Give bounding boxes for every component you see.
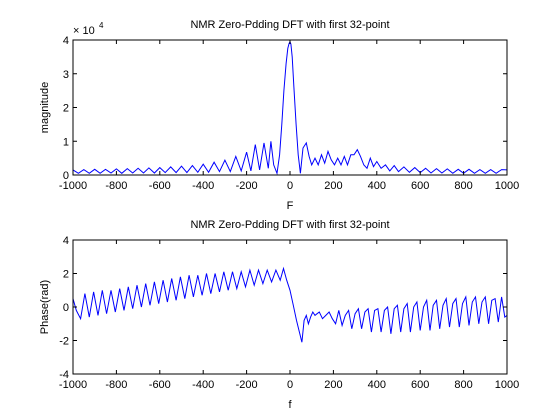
y-multiplier-exponent: 4 xyxy=(99,21,104,30)
x-tick-label: -200 xyxy=(236,180,258,192)
x-tick-label: 800 xyxy=(454,180,472,192)
x-axis-label: F xyxy=(287,200,294,212)
x-tick-label: 600 xyxy=(411,180,429,192)
x-tick-label: 600 xyxy=(411,379,429,391)
y-tick-label: 1 xyxy=(63,136,69,148)
x-tick-label: 1000 xyxy=(495,379,519,391)
x-tick-label: 800 xyxy=(454,379,472,391)
y-tick-label: 4 xyxy=(63,235,69,247)
x-tick-label: -800 xyxy=(105,180,127,192)
x-tick-label: -600 xyxy=(149,180,171,192)
y-tick-label: 4 xyxy=(63,35,69,47)
x-tick-label: 200 xyxy=(324,379,342,391)
x-tick-label: 1000 xyxy=(495,180,519,192)
x-tick-label: 200 xyxy=(324,180,342,192)
y-multiplier-label: × 10 xyxy=(73,25,95,37)
y-tick-label: 0 xyxy=(63,302,69,314)
y-tick-label: 2 xyxy=(63,103,69,115)
y-axis-label: Phase(rad) xyxy=(39,280,51,334)
chart-title: NMR Zero-Pdding DFT with first 32-point xyxy=(190,19,389,31)
x-tick-label: -1000 xyxy=(59,379,87,391)
x-tick-label: 400 xyxy=(368,180,386,192)
x-tick-label: 0 xyxy=(287,379,293,391)
x-tick-label: 0 xyxy=(287,180,293,192)
x-tick-label: -1000 xyxy=(59,180,87,192)
x-tick-label: -200 xyxy=(236,379,258,391)
x-tick-label: -400 xyxy=(192,379,214,391)
x-tick-label: 400 xyxy=(368,379,386,391)
y-tick-label: 0 xyxy=(63,170,69,182)
y-axis-label: magnitude xyxy=(39,82,51,133)
chart-title: NMR Zero-Pdding DFT with first 32-point xyxy=(190,219,389,231)
x-axis-label: f xyxy=(288,399,292,411)
x-tick-label: -400 xyxy=(192,180,214,192)
x-tick-label: -600 xyxy=(149,379,171,391)
phase-panel: -1000 -800 -600 -400 -200 0 200 400 600 800 1000 -4… xyxy=(39,219,519,411)
y-tick-label: -2 xyxy=(59,336,69,348)
y-tick-label: 3 xyxy=(63,69,69,81)
series-line xyxy=(72,40,508,176)
magnitude-panel: -1000 -800 -600 -400 -200 0 200 400 600 800 1000 0 1… xyxy=(39,19,519,212)
y-tick-label: -4 xyxy=(59,369,69,381)
x-tick-label: -800 xyxy=(105,379,127,391)
y-tick-label: 2 xyxy=(63,269,69,281)
series-line xyxy=(72,266,508,343)
